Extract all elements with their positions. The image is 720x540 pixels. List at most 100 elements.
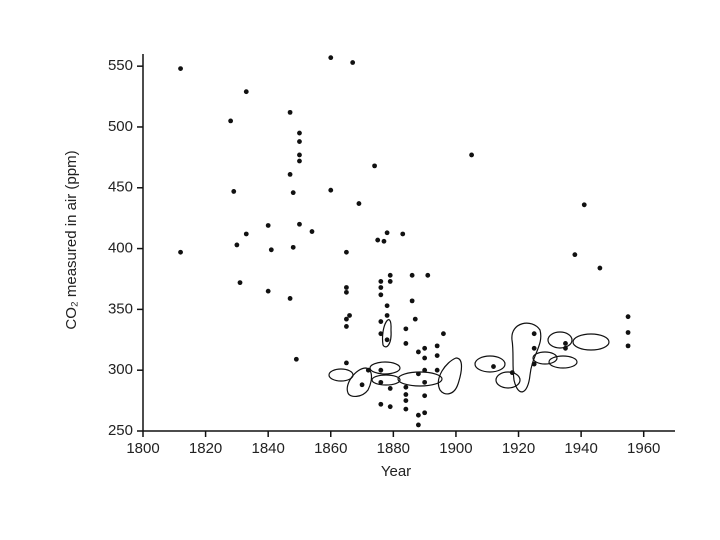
point [531,345,537,351]
y-tick-label: 550 [108,57,133,74]
x-tick-label: 1880 [377,440,410,457]
point [290,190,296,196]
y-tick-label: 400 [108,240,133,257]
y-tick-label: 300 [108,361,133,378]
point [384,313,390,318]
point [297,130,302,136]
x-tick-label: 1960 [627,440,660,457]
x-tick-label: 1820 [189,440,222,457]
point [231,189,237,194]
point [290,244,296,250]
point [344,360,349,366]
y-axis-label: CO₂ measured in air (ppm) [63,150,80,329]
point [344,249,349,255]
outlines [328,319,610,397]
point [378,292,384,298]
point [441,331,446,337]
point [344,316,349,322]
point [384,230,390,236]
x-tick-label: 1900 [439,440,472,457]
point [287,171,293,177]
point [509,370,515,376]
point [243,231,249,237]
point [422,379,428,385]
point [387,272,393,278]
point [384,337,390,343]
point [422,355,428,361]
point [531,331,537,337]
point [344,289,349,295]
point [378,401,384,407]
point [387,386,393,391]
point [581,202,587,208]
point [387,404,393,410]
point [375,237,381,243]
point [597,265,603,271]
point [359,382,365,388]
point [243,89,249,95]
point [403,384,409,390]
point [268,247,274,253]
point [491,364,496,369]
point [422,345,428,351]
point [297,158,302,164]
point [178,66,183,71]
point [378,331,384,337]
point [531,361,537,367]
y-tick-label: 500 [108,118,133,135]
point [378,367,384,373]
point [309,229,315,234]
point [415,412,421,418]
point [378,319,384,324]
point [415,349,421,355]
point [297,139,302,144]
point [287,109,293,115]
point [625,343,631,349]
point [434,367,440,373]
point [409,298,415,304]
point [372,163,377,169]
point [293,356,299,362]
point [297,221,302,227]
point [287,296,293,301]
y-tick-label: 250 [108,422,133,439]
point [234,242,240,248]
point [347,313,352,318]
point [378,285,384,290]
point [265,223,271,228]
point [415,371,421,377]
point [469,152,474,158]
x-tick-label: 1920 [502,440,535,457]
point [403,341,409,346]
point [422,393,428,399]
y-tick-label: 350 [108,300,133,317]
point [350,60,356,65]
point [297,152,302,158]
point [384,303,390,309]
point [365,367,371,373]
point [178,249,183,255]
point [625,314,631,320]
x-tick-label: 1940 [564,440,597,457]
point [265,288,271,294]
point [344,285,349,290]
point [403,406,409,412]
point [434,343,440,349]
point [563,345,568,351]
point [412,316,418,322]
point [328,187,334,193]
point [228,118,234,124]
point [572,252,578,258]
point [625,330,631,335]
point [409,272,415,278]
point [563,341,568,346]
x-tick-label: 1840 [251,440,284,457]
point [403,326,409,332]
point [434,353,440,358]
point [422,410,428,416]
x-axis-label: Year [381,463,411,480]
point [425,272,431,278]
x-tick-label: 1800 [126,440,159,457]
point [415,422,421,428]
